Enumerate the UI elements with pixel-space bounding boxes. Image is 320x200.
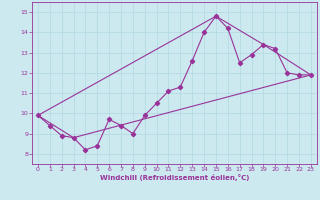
X-axis label: Windchill (Refroidissement éolien,°C): Windchill (Refroidissement éolien,°C) <box>100 174 249 181</box>
